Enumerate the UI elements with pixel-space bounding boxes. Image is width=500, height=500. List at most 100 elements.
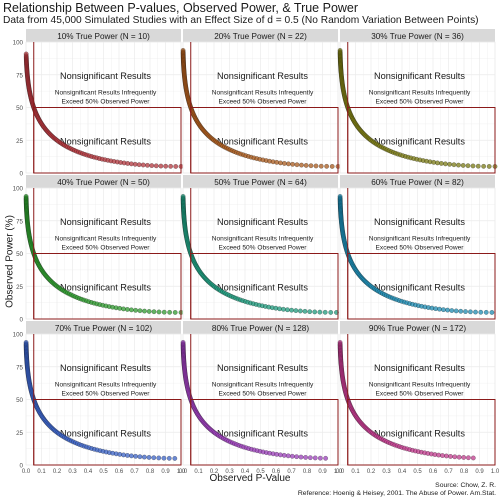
panel-3: 30% True Power (N = 36) Nonsignificant Re… [337,29,498,174]
x-tick-label: 0.2 [367,469,376,475]
annotation-middle-line1: Nonsignificant Results Infrequently [212,381,314,388]
data-point [473,309,478,315]
facet-strip-label: 70% True Power (N = 102) [55,324,152,333]
data-point [172,456,178,461]
data-point [461,455,467,460]
data-point [441,307,446,313]
y-tick-label: 25 [16,138,23,145]
data-point [435,160,440,166]
panel-1: 10% True Power (N = 10) Nonsignificant Re… [13,29,184,178]
data-point [146,455,152,460]
data-point [125,307,130,312]
data-point [149,163,155,168]
x-tick-label: 0.9 [318,469,327,475]
facet-strip [26,321,181,334]
facet-strip-label: 80% True Power (N = 128) [212,324,309,333]
reference-box-power50 [190,399,339,466]
annotation-lower: Nonsignificant Results [374,282,465,292]
y-tick-label: 50 [16,251,23,258]
data-point [486,164,492,169]
data-point [285,307,290,313]
source-credit: Source: Chow, Z. R. [435,482,496,489]
x-tick-label: 0.3 [68,469,77,475]
data-point [475,163,481,169]
annotation-middle-line1: Nonsignificant Results Infrequently [55,89,157,96]
annotation-middle-line1: Nonsignificant Results Infrequently [369,89,471,96]
facet-strip-label: 10% True Power (N = 10) [57,32,150,41]
reference-box-power50 [33,253,182,320]
x-tick-label: 0.4 [241,469,250,475]
scatter-series [23,194,184,315]
data-point [449,308,455,313]
reference-box-power50 [33,399,182,466]
x-tick-label: 1.0 [491,469,500,475]
reference-credit: Reference: Hoenig & Heisey, 2001. The Ab… [297,490,496,497]
annotation-upper: Nonsignificant Results [374,363,465,373]
data-point [307,455,313,461]
facet-strip-label: 30% True Power (N = 36) [371,32,464,41]
data-point [463,309,468,314]
panel-5: 50% True Power (N = 64) Nonsignificant Re… [180,175,339,320]
annotation-middle-line2: Exceed 50% Observed Power [376,390,465,397]
scatter-series [337,340,476,461]
scatter-series [23,340,178,461]
data-point [456,162,461,168]
annotation-middle-line2: Exceed 50% Observed Power [376,98,465,105]
y-tick-label: 0 [20,171,24,178]
panel-7: 70% True Power (N = 102) Nonsignificant R… [13,321,186,475]
annotation-lower: Nonsignificant Results [60,282,151,292]
scatter-series [337,194,495,315]
x-tick-label: 0.2 [210,469,219,475]
data-point [312,309,318,315]
data-point [137,308,143,314]
data-point [158,163,164,169]
x-tick-label: 0.0 [179,469,188,475]
data-point [448,454,453,459]
source-note: Source: Chow, Z. R. Reference: Hoenig & … [298,482,496,498]
data-point [303,163,309,168]
data-point [437,306,442,312]
data-point [132,161,138,167]
data-point [163,163,169,169]
data-point [445,307,450,313]
data-point [444,453,449,459]
data-point [136,162,142,168]
x-tick-label: 0.6 [429,469,438,475]
scatter-series [180,194,339,315]
x-tick-label: 0.6 [272,469,281,475]
data-point [317,309,323,315]
y-tick-label: 0 [20,463,24,470]
annotation-middle-line2: Exceed 50% Observed Power [219,244,308,251]
data-point [452,454,458,460]
data-point [173,164,179,169]
data-point [137,454,143,460]
annotation-lower: Nonsignificant Results [217,428,308,438]
reference-box-power50 [190,107,339,174]
data-point [328,310,334,315]
data-point [281,306,286,312]
data-point [299,162,304,168]
y-tick-label: 100 [13,332,24,339]
reference-box-power50 [347,253,496,320]
y-tick-label: 50 [16,105,23,112]
data-point [294,454,299,460]
x-tick-label: 0.2 [53,469,62,475]
data-point [140,162,146,168]
data-point [465,163,471,169]
annotation-upper: Nonsignificant Results [374,217,465,227]
x-tick-label: 0.7 [130,469,139,475]
data-point [456,454,462,460]
data-point [290,161,296,167]
annotation-middle-line1: Nonsignificant Results Infrequently [212,89,314,96]
data-point [443,161,448,167]
y-tick-label: 50 [16,397,23,404]
x-tick-label: 0.6 [115,469,124,475]
data-point [466,455,471,461]
x-axis-label: Observed P-Value [209,473,291,484]
data-point [329,164,335,169]
annotation-lower: Nonsignificant Results [60,428,151,438]
data-point [281,453,287,458]
y-tick-label: 75 [16,218,23,225]
x-tick-label: 0.0 [336,469,345,475]
